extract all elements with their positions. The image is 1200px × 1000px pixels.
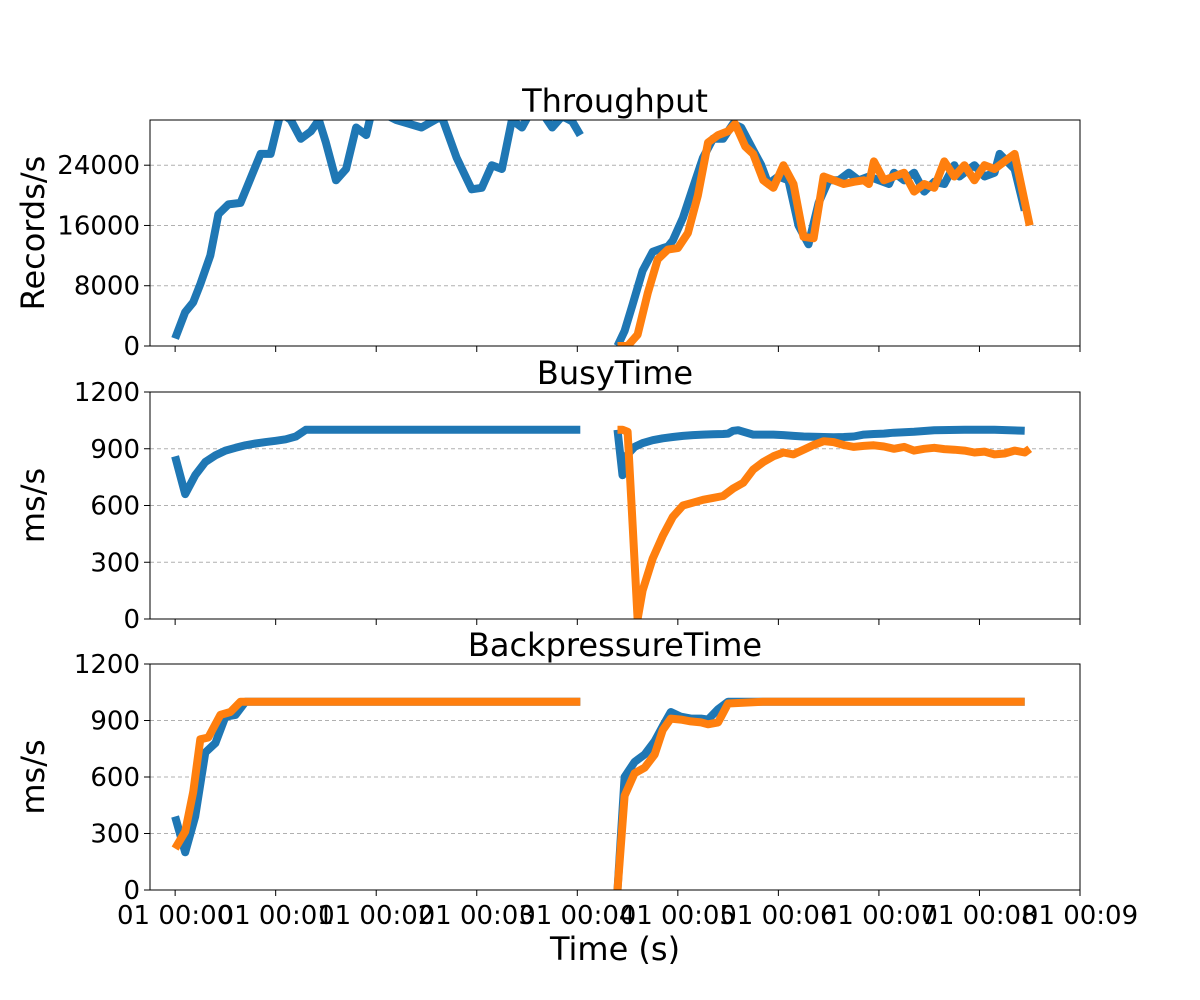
- x-tick-label: 01 00:04: [519, 901, 635, 931]
- x-tick-label: 01 00:05: [620, 901, 736, 931]
- y-tick-label: 1200: [74, 378, 140, 408]
- series-line: [617, 120, 1034, 346]
- panel-title: BackpressureTime: [468, 626, 762, 664]
- series-line: [617, 425, 1033, 619]
- y-tick-label: 600: [90, 492, 140, 522]
- x-tick-label: 01 00:00: [117, 901, 233, 931]
- panel-2: 0 300 600 900 1200 BusyTime ms/s: [14, 354, 1081, 635]
- x-axis-label: Time (s): [549, 930, 680, 968]
- y-tick-label: 0: [123, 605, 140, 635]
- x-tick-label: 01 00:08: [921, 901, 1037, 931]
- y-tick-label: 24000: [57, 151, 140, 181]
- series-line: [613, 697, 1025, 890]
- panel-title: BusyTime: [537, 354, 693, 392]
- x-tick-label: 01 00:07: [821, 901, 937, 931]
- series-line: [171, 120, 584, 340]
- y-axis-label: ms/s: [14, 739, 52, 814]
- series-line: [171, 697, 581, 851]
- plot-frame: [149, 119, 1081, 347]
- y-tick-label: 900: [90, 435, 140, 465]
- y-tick-label: 300: [90, 548, 140, 578]
- series-line: [613, 120, 1029, 346]
- series-line: [613, 697, 1025, 890]
- y-tick-label: 0: [123, 876, 140, 906]
- y-tick-label: 300: [90, 820, 140, 850]
- series-line: [171, 425, 581, 499]
- x-tick-label: 01 00:02: [318, 901, 434, 931]
- x-tick-label: 01 00:03: [419, 901, 535, 931]
- x-tick-label: 01 00:01: [218, 901, 334, 931]
- y-tick-label: 16000: [57, 211, 140, 241]
- panel-3: 0 300 600 900 1200 BackpressureTime ms/s: [14, 626, 1081, 906]
- x-tick-label: 01 00:06: [720, 901, 836, 931]
- y-axis-label: ms/s: [14, 468, 52, 543]
- x-tick-label: 01 00:09: [1022, 901, 1138, 931]
- panel-1: 0 8000 16000 24000 Throughput Records/s: [14, 82, 1081, 362]
- y-tick-label: 600: [90, 763, 140, 793]
- series-line: [613, 425, 1025, 480]
- y-tick-label: 1200: [74, 650, 140, 680]
- panel-title: Throughput: [521, 82, 708, 120]
- y-tick-label: 0: [123, 332, 140, 362]
- y-tick-label: 8000: [74, 272, 140, 302]
- y-tick-label: 900: [90, 707, 140, 737]
- y-axis-label: Records/s: [14, 156, 52, 311]
